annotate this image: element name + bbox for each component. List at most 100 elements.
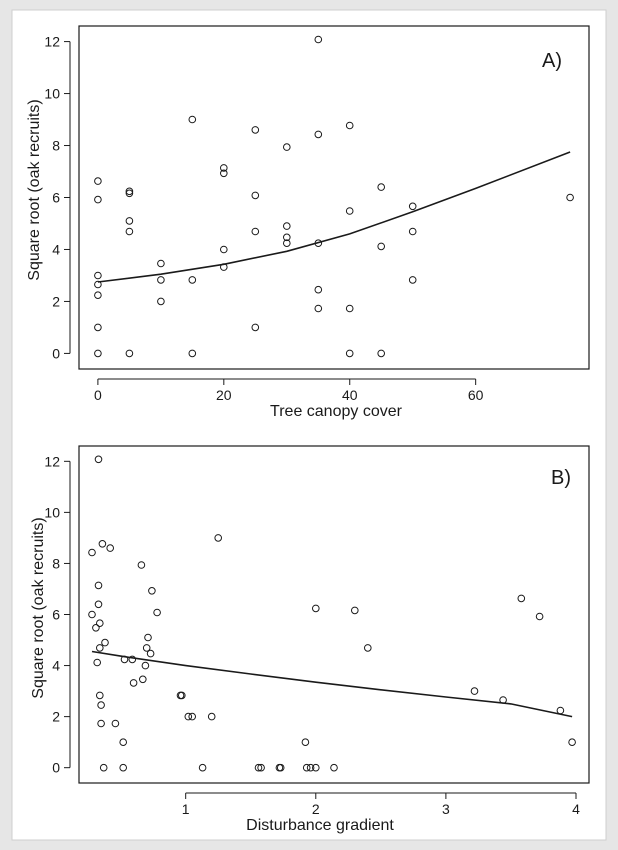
panel-a-data-point <box>220 169 228 178</box>
panel-b-data-point <box>119 763 127 772</box>
panel-a-data-point <box>314 304 323 313</box>
panel-a-data-point <box>283 222 291 230</box>
panel-a-y-tick-label: 2 <box>52 293 60 309</box>
panel-a-data-point <box>251 126 260 134</box>
panel-a-y-tick-label: 12 <box>44 34 60 50</box>
panel-b-plot-box <box>78 445 590 784</box>
panel-b-data-point <box>146 649 155 658</box>
panel-a-data-point <box>314 285 323 294</box>
panel-b-data-point <box>94 455 103 464</box>
panel-b-data-point <box>254 763 263 772</box>
panel-a-data-point <box>188 276 197 284</box>
panel-b-y-axis: 0 2 4 6 8 10 12 <box>44 453 71 776</box>
panel-b-data-point <box>101 638 109 647</box>
panel-b-points <box>88 455 576 772</box>
panel-a-data-point <box>314 35 323 44</box>
panel-a-data-point <box>94 177 102 185</box>
panel-a-x-tick-label: 40 <box>342 387 358 403</box>
panel-a-data-point <box>94 291 102 300</box>
panel-b-y-tick-label: 8 <box>52 555 60 571</box>
panel-b-data-point <box>119 738 127 747</box>
panel-a-data-point <box>94 349 102 358</box>
panel-b-data-point <box>302 763 311 772</box>
panel-b-data-point <box>129 679 138 687</box>
panel-b-data-point <box>184 712 193 721</box>
panel-b-data-point <box>312 763 320 772</box>
panel-b-data-point <box>568 738 576 747</box>
panel-a-y-axis: 0 2 4 6 8 10 12 <box>44 34 71 361</box>
panel-a-data-point <box>251 227 260 236</box>
panel-a-x-tick-label: 60 <box>468 387 484 403</box>
panel-b-y-tick-label: 6 <box>52 607 60 623</box>
panel-b-data-point <box>178 691 186 700</box>
panel-a-data-point <box>94 323 102 332</box>
panel-b-data-point <box>106 544 114 552</box>
panel-b-y-tick-label: 10 <box>44 504 60 520</box>
panel-b-data-point <box>301 738 310 747</box>
panel-a-data-point <box>377 349 386 358</box>
panel-b-x-tick-label: 1 <box>182 801 190 817</box>
panel-b-x-tick-label: 2 <box>312 801 320 817</box>
panel-a-data-point <box>283 143 291 151</box>
panel-b-label: B) <box>551 467 571 489</box>
panel-b-data-point <box>470 687 479 695</box>
panel-b-y-tick-label: 12 <box>44 453 60 469</box>
panel-b-y-tick-label: 0 <box>52 760 60 776</box>
panel-b-x-tick-label: 4 <box>572 801 580 817</box>
panel-b-y-tick-label: 4 <box>52 658 60 674</box>
panel-a-y-axis-label: Square root (oak recruits) <box>26 99 43 280</box>
panel-a-data-point <box>377 242 386 251</box>
panel-a-data-point <box>94 271 102 280</box>
panel-a-data-point <box>188 115 197 124</box>
panel-b-data-point <box>93 658 101 667</box>
panel-b-y-tick-label: 2 <box>52 709 60 725</box>
panel-b-data-point <box>97 701 105 709</box>
panel-b-data-point <box>517 594 526 603</box>
panel-a-data-point <box>283 239 291 247</box>
panel-a: 0 20 40 60 0 2 4 6 8 10 12 A) Tree canopy cover S… <box>26 25 590 420</box>
panel-a-data-point <box>220 164 228 172</box>
panel-b-data-point <box>98 540 107 548</box>
panel-a-x-axis-label: Tree canopy cover <box>270 403 403 420</box>
panel-b-data-point <box>144 633 152 642</box>
panel-a-data-point <box>408 276 417 284</box>
panel-b-data-point <box>188 712 196 721</box>
panel-a-data-point <box>408 202 417 211</box>
panel-a-data-point <box>345 121 354 130</box>
panel-a-y-tick-label: 4 <box>52 241 60 257</box>
panel-b-data-point <box>141 661 150 670</box>
panel-a-data-point <box>283 233 291 242</box>
panel-a-data-point <box>157 259 165 268</box>
panel-b-data-point <box>257 763 265 772</box>
panel-a-points <box>94 35 574 358</box>
panel-b-data-point <box>198 763 207 772</box>
panel-a-x-tick-label: 0 <box>94 387 102 403</box>
panel-b-data-point <box>94 600 103 609</box>
panel-a-data-point <box>408 227 417 236</box>
panel-a-data-point <box>125 187 134 196</box>
panel-a-data-point <box>314 130 323 139</box>
panel-a-x-tick-label: 20 <box>216 387 232 403</box>
figure-background <box>11 9 607 841</box>
panel-b-data-point <box>153 608 161 617</box>
panel-a-y-tick-label: 6 <box>52 190 60 206</box>
panel-a-data-point <box>188 349 197 358</box>
panel-a-data-point <box>220 245 228 254</box>
panel-b-x-axis: 1 2 3 4 <box>182 792 580 817</box>
panel-a-label: A) <box>542 50 562 72</box>
panel-a-data-point <box>566 193 574 202</box>
panel-b-data-point <box>148 587 156 595</box>
panel-a-data-point <box>345 207 354 215</box>
panel-b-data-point <box>142 644 151 652</box>
panel-b-data-point <box>207 712 216 721</box>
panel-a-data-point <box>345 349 354 358</box>
panel-a-y-tick-label: 10 <box>44 86 60 102</box>
panel-b-data-point <box>312 604 320 613</box>
panel-b-data-point <box>128 655 137 664</box>
panel-b-data-point <box>97 719 105 728</box>
panel-a-data-point <box>157 276 165 284</box>
panel-b-fit-line <box>91 650 573 718</box>
panel-a-plot-box <box>78 25 590 370</box>
